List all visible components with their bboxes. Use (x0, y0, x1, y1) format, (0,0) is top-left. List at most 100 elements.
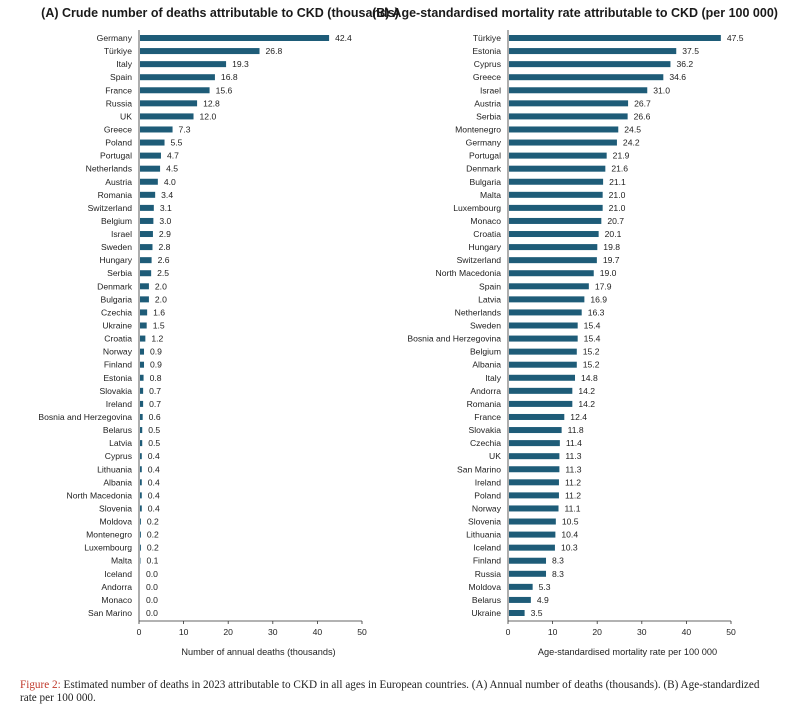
category-label: Spain (110, 72, 132, 82)
x-tick-label: 50 (726, 627, 736, 637)
category-label: Serbia (107, 268, 132, 278)
category-label: France (474, 412, 501, 422)
category-label: Monaco (101, 595, 132, 605)
bar (509, 296, 585, 303)
x-axis-title: Age-standardised mortality rate per 100 … (538, 647, 717, 657)
category-label: San Marino (457, 464, 501, 474)
bar (140, 309, 148, 316)
category-label: Belgium (101, 216, 132, 226)
category-label: Albania (472, 360, 501, 370)
category-label: Portugal (469, 151, 501, 161)
category-label: Belarus (472, 595, 501, 605)
category-label: Netherlands (86, 164, 132, 174)
caption-text: Estimated number of deaths in 2023 attri… (20, 679, 760, 704)
category-label: Luxembourg (84, 543, 132, 553)
data-label: 19.7 (603, 255, 620, 265)
category-label: UK (489, 451, 501, 461)
data-label: 0.5 (148, 438, 160, 448)
data-label: 0.2 (147, 530, 159, 540)
data-label: 10.3 (561, 543, 578, 553)
category-label: Denmark (97, 281, 133, 291)
bar (140, 531, 141, 538)
bar (140, 479, 142, 486)
bar (509, 100, 629, 107)
bar (140, 35, 330, 41)
bar (140, 48, 260, 55)
x-tick-label: 20 (592, 627, 602, 637)
category-label: Moldova (100, 517, 133, 527)
bar (509, 270, 594, 277)
data-label: 1.5 (153, 321, 165, 331)
data-label: 11.3 (565, 464, 581, 474)
bar (509, 570, 547, 577)
data-label: 8.3 (552, 556, 564, 566)
data-label: 12.0 (200, 111, 217, 121)
data-label: 0.4 (148, 477, 160, 487)
bar (509, 126, 619, 133)
data-label: 15.2 (583, 360, 600, 370)
bar (509, 204, 603, 211)
data-label: 20.1 (605, 229, 622, 239)
category-label: Albania (103, 477, 132, 487)
bar (509, 178, 604, 185)
bar (509, 557, 547, 564)
bar (140, 244, 153, 251)
bar (509, 322, 578, 329)
panel-b-mortality-rate-chart: (B) Age-standardised mortality rate attr… (372, 6, 778, 657)
category-label: Italy (485, 373, 501, 383)
category-label: Switzerland (88, 203, 133, 213)
data-label: 0.0 (146, 595, 158, 605)
x-tick-label: 30 (268, 627, 278, 637)
category-label: Greece (473, 72, 501, 82)
data-label: 11.8 (568, 425, 584, 435)
bar (140, 453, 142, 460)
category-label: Italy (116, 59, 132, 69)
data-label: 5.3 (539, 582, 551, 592)
category-label: Poland (474, 490, 501, 500)
data-label: 2.0 (155, 281, 167, 291)
bar (140, 113, 194, 120)
category-label: Belarus (103, 425, 132, 435)
bar (509, 518, 556, 525)
bar (509, 87, 648, 94)
data-label: 15.4 (584, 334, 601, 344)
bar (140, 427, 143, 434)
data-label: 0.6 (149, 412, 161, 422)
bar (140, 413, 143, 420)
bar (140, 348, 145, 355)
data-label: 21.9 (613, 151, 630, 161)
category-label: Bosnia and Herzegovina (407, 334, 501, 344)
data-label: 42.4 (335, 33, 352, 43)
category-label: Ukraine (471, 608, 501, 618)
category-label: Israel (480, 85, 501, 95)
bar (509, 48, 677, 55)
data-label: 0.2 (147, 517, 159, 527)
bar (140, 387, 144, 394)
bar (509, 361, 577, 368)
category-label: Latvia (109, 438, 132, 448)
category-label: Serbia (476, 111, 501, 121)
category-label: Montenegro (86, 530, 132, 540)
x-tick-label: 10 (548, 627, 558, 637)
category-label: Croatia (473, 229, 501, 239)
bar (140, 100, 198, 107)
bar (509, 35, 721, 41)
data-label: 0.4 (148, 503, 160, 513)
bar (140, 361, 145, 368)
data-label: 4.5 (166, 164, 178, 174)
bar (140, 492, 142, 499)
data-label: 2.8 (158, 242, 170, 252)
data-label: 0.7 (149, 386, 161, 396)
category-label: Bulgaria (469, 177, 501, 187)
category-label: Romania (467, 399, 502, 409)
category-label: Bosnia and Herzegovina (38, 412, 132, 422)
category-label: Russia (106, 98, 132, 108)
category-label: San Marino (88, 608, 132, 618)
bar (509, 191, 603, 198)
bar (509, 544, 555, 551)
x-tick-label: 10 (179, 627, 189, 637)
category-label: Spain (479, 281, 501, 291)
bar (509, 257, 597, 264)
data-label: 12.8 (203, 98, 220, 108)
bar (509, 283, 589, 290)
